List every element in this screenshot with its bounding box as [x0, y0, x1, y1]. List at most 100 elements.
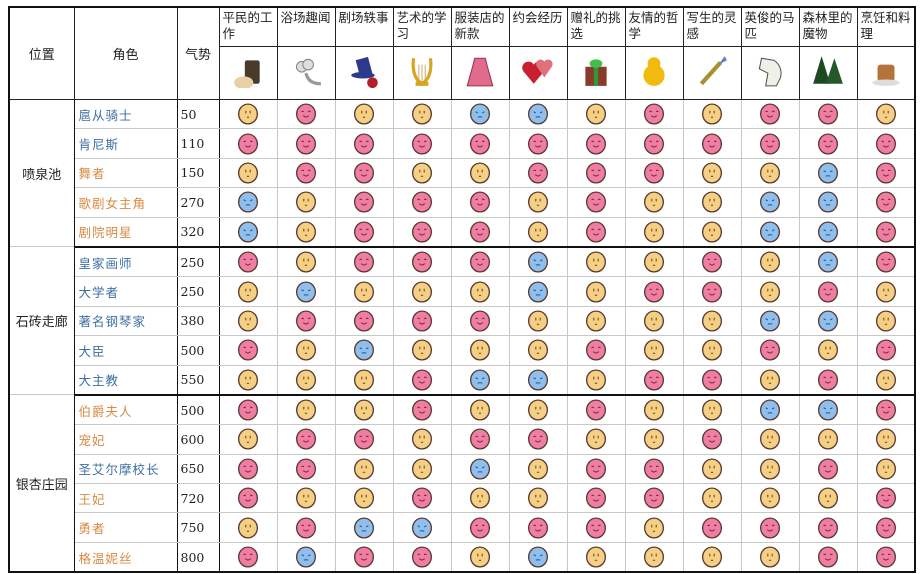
topic-icon-cell [856, 46, 916, 100]
reaction-cell [682, 157, 742, 189]
reaction-cell [508, 541, 568, 574]
reaction-cell [508, 305, 568, 337]
neutral-face-icon [353, 458, 375, 480]
neutral-face-icon [237, 310, 259, 332]
happy-face-icon [701, 133, 723, 155]
neutral-face-icon [875, 369, 896, 391]
neutral-face-icon [411, 162, 433, 184]
happy-face-icon [411, 191, 433, 213]
neutral-face-icon [643, 517, 665, 539]
happy-face-icon [295, 428, 317, 451]
reaction-cell [624, 187, 684, 218]
reaction-cell [276, 216, 336, 248]
sad-face-icon [759, 191, 781, 213]
reaction-cell [334, 335, 394, 366]
happy-face-icon [353, 133, 375, 155]
happy-face-icon [701, 428, 723, 451]
reaction-cell [218, 424, 278, 455]
neutral-face-icon [353, 369, 375, 391]
reaction-cell [392, 187, 452, 218]
character-name: 大学者 [73, 276, 178, 307]
happy-face-icon [237, 458, 259, 480]
reaction-cell [566, 187, 626, 218]
happy-face-icon [875, 162, 896, 184]
table-row: 大主教 550 [9, 364, 916, 396]
reaction-cell [566, 364, 626, 396]
affinity-table: 位置 角色 气势 平民的工作 浴场趣闻 剧场轶事 艺术的学习 服装店的新款 约会经历 赠礼的… [8, 6, 916, 574]
reaction-cell [392, 246, 452, 278]
reaction-cell [450, 483, 510, 514]
reaction-cell [566, 483, 626, 514]
location-cell: 石砖走廊 [8, 246, 75, 396]
chick-icon [643, 57, 665, 86]
reaction-cell [508, 512, 568, 543]
happy-face-icon [469, 191, 491, 213]
reaction-cell [276, 512, 336, 543]
reaction-cell [624, 512, 684, 543]
sad-face-icon [527, 369, 549, 391]
happy-face-icon [353, 251, 375, 273]
topic-icon-cell [798, 46, 858, 100]
top-hat-rose-icon [351, 56, 378, 88]
power-value: 320 [176, 216, 220, 248]
neutral-face-icon [237, 428, 259, 451]
reaction-cell [334, 394, 394, 426]
pine-trees-icon [813, 56, 843, 84]
reaction-cell [334, 187, 394, 218]
reaction-cell [798, 157, 858, 189]
reaction-cell [856, 424, 916, 455]
happy-face-icon [817, 280, 839, 303]
character-name: 宠妃 [73, 424, 178, 455]
table-row: 歌剧女主角 270 [9, 187, 916, 218]
reaction-cell [334, 216, 394, 248]
happy-face-icon [469, 310, 491, 332]
happy-face-icon [759, 133, 781, 155]
reaction-cell [392, 98, 452, 130]
location-cell: 喷泉池 [8, 98, 75, 248]
reaction-cell [218, 246, 278, 278]
reaction-cell [392, 128, 452, 159]
paintbrush-icon [699, 56, 727, 86]
happy-face-icon [237, 399, 259, 421]
reaction-cell [856, 246, 916, 278]
reaction-cell [508, 483, 568, 514]
power-value: 270 [176, 187, 220, 218]
neutral-face-icon [585, 546, 607, 568]
header-location: 位置 [8, 6, 75, 100]
reaction-cell [218, 364, 278, 396]
reaction-cell [740, 246, 800, 278]
topic-icon-cell [682, 46, 742, 100]
reaction-cell [856, 157, 916, 189]
neutral-face-icon [527, 310, 549, 332]
neutral-face-icon [643, 399, 665, 421]
neutral-face-icon [585, 251, 607, 273]
happy-face-icon [701, 280, 723, 303]
table-row: 王妃 720 [9, 483, 916, 514]
cake-icon [871, 64, 900, 86]
sad-face-icon [295, 546, 317, 568]
neutral-face-icon [295, 191, 317, 213]
reaction-cell [392, 541, 452, 574]
reaction-cell [682, 305, 742, 337]
neutral-face-icon [875, 310, 896, 332]
neutral-face-icon [875, 103, 896, 125]
horse-icon [758, 57, 782, 87]
reaction-cell [566, 335, 626, 366]
topic-header-12: 烹饪和料理 [856, 6, 916, 47]
reaction-cell [682, 364, 742, 396]
neutral-face-icon [295, 399, 317, 421]
topic-header-3: 剧场轶事 [334, 6, 394, 47]
reaction-cell [276, 98, 336, 130]
neutral-face-icon [643, 339, 665, 361]
reaction-cell [682, 424, 742, 455]
reaction-cell [566, 216, 626, 248]
reaction-cell [856, 364, 916, 396]
happy-face-icon [295, 162, 317, 184]
happy-face-icon [875, 487, 896, 509]
reaction-cell [508, 128, 568, 159]
neutral-face-icon [295, 369, 317, 391]
reaction-cell [334, 157, 394, 189]
sad-face-icon [411, 517, 433, 539]
reaction-cell [798, 216, 858, 248]
neutral-face-icon [527, 487, 549, 509]
